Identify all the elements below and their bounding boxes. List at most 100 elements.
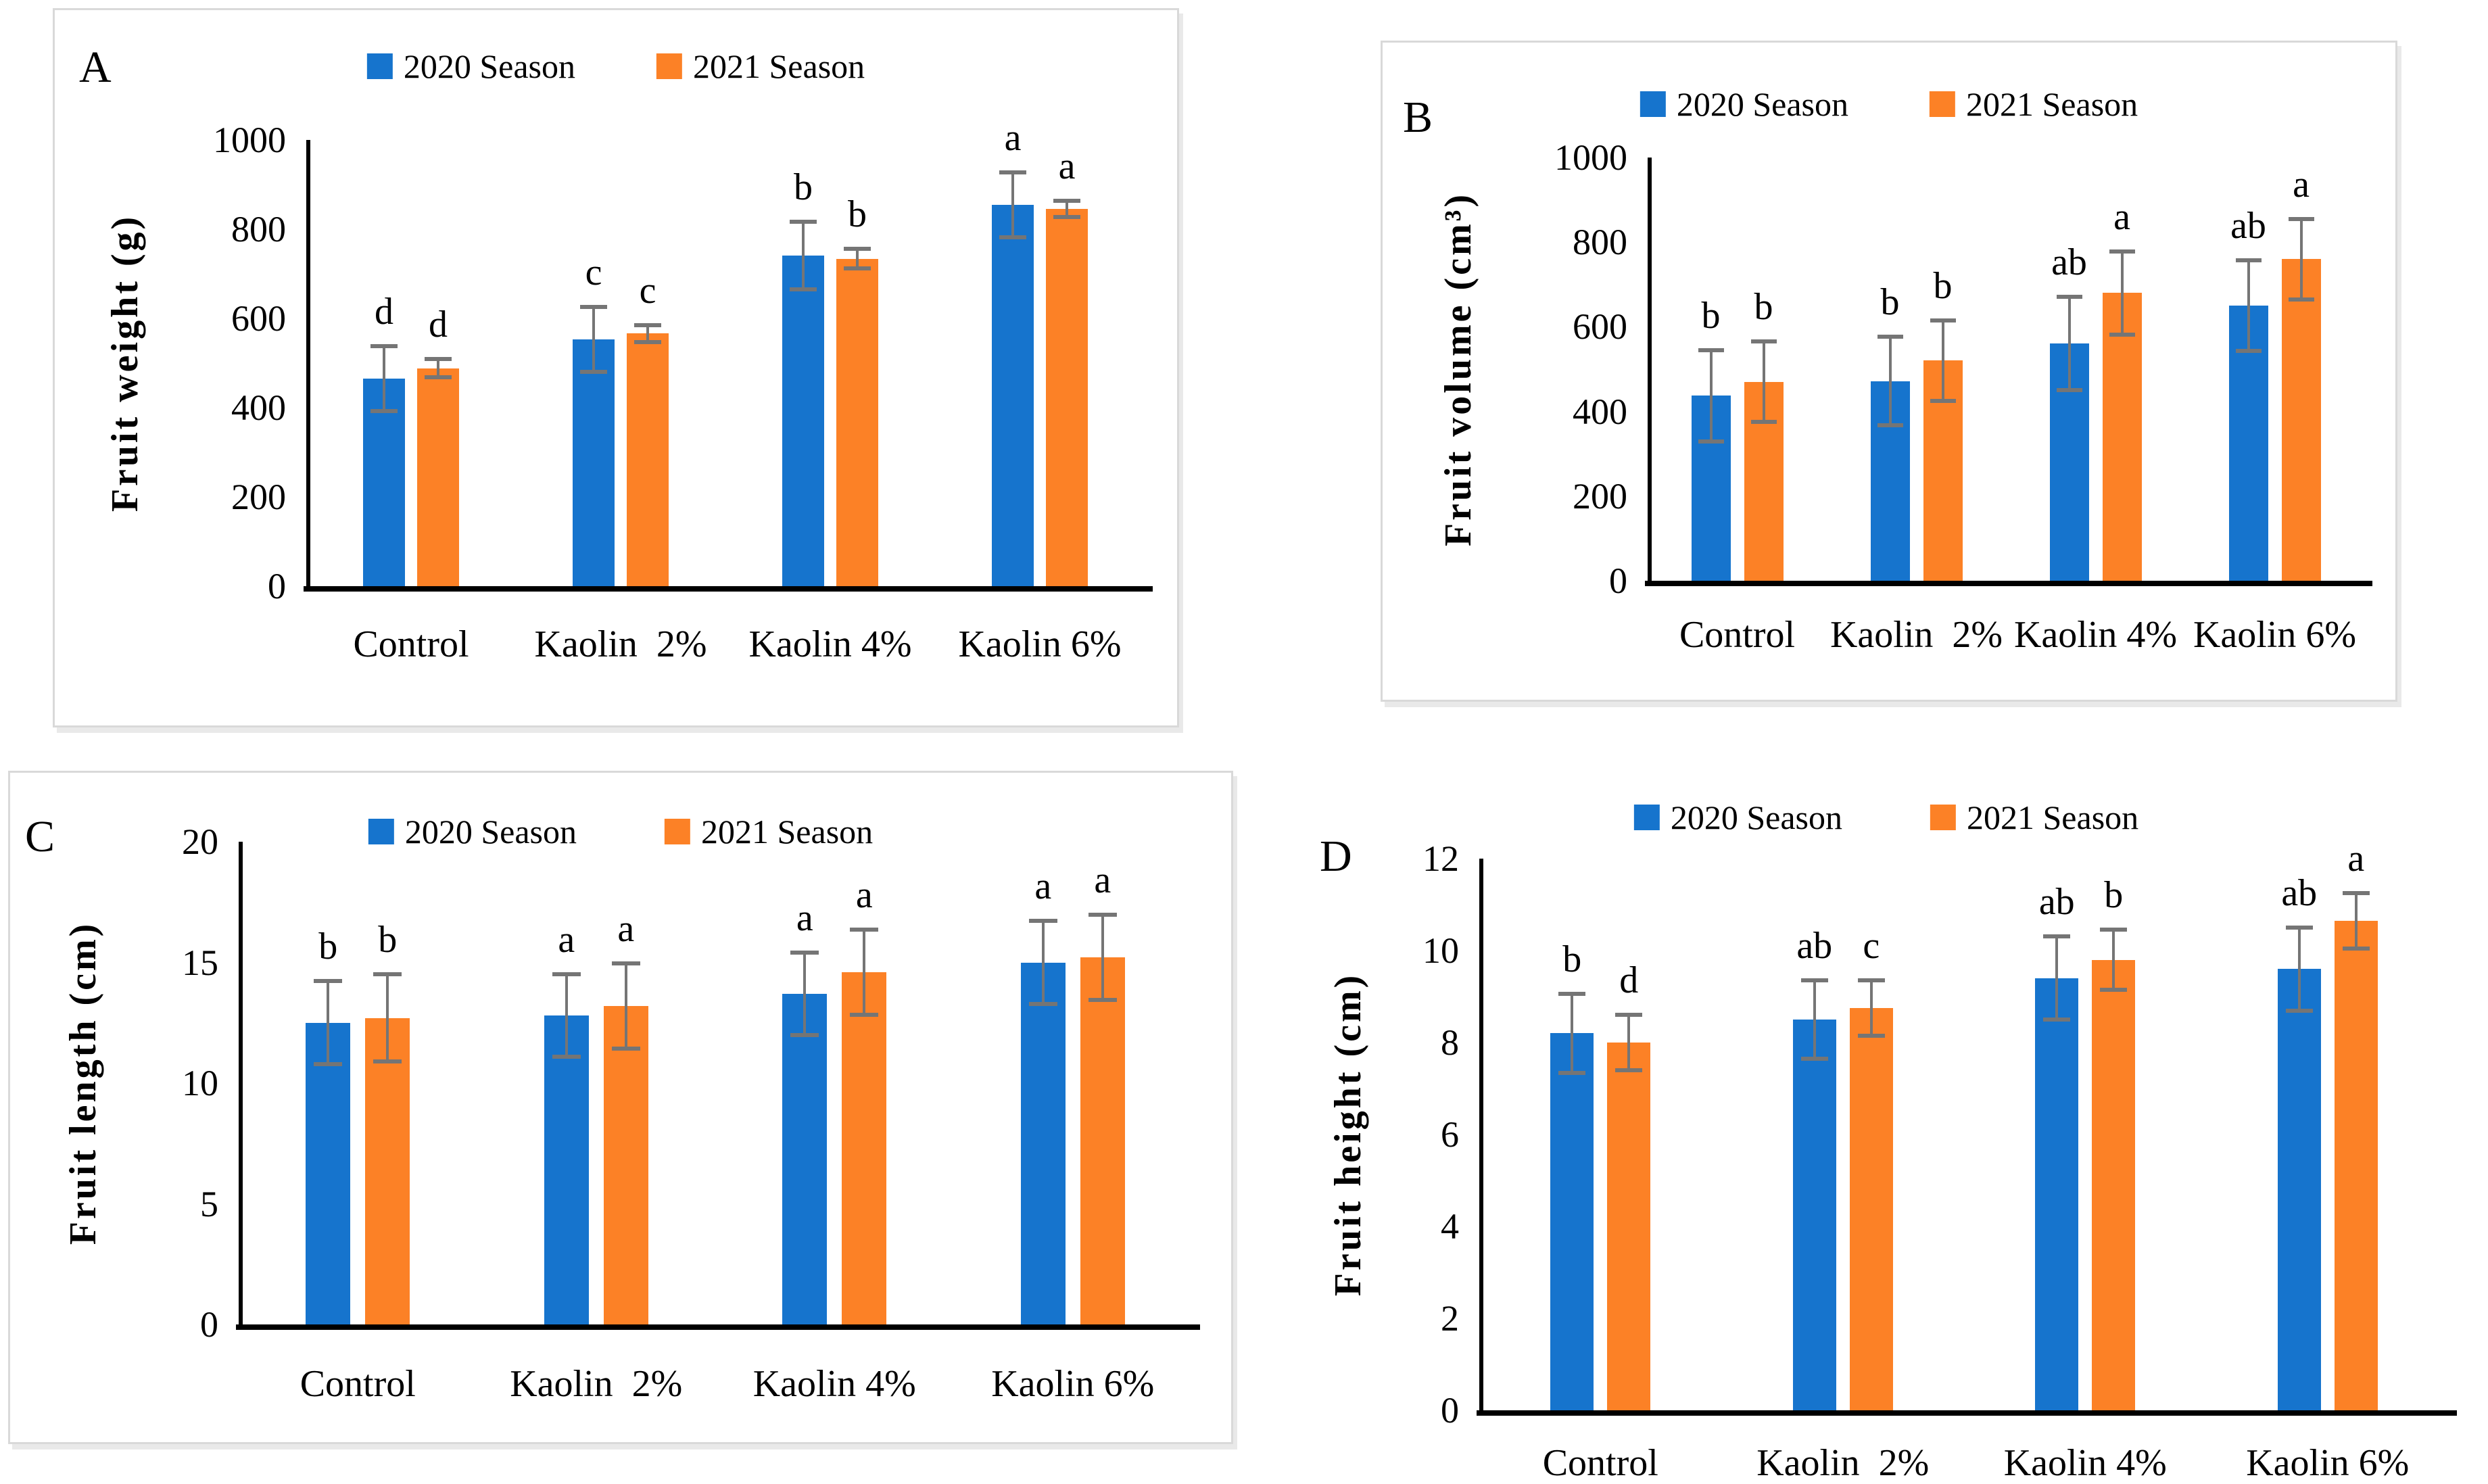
- y-axis-tick-label: 200: [231, 477, 286, 517]
- error-bar-stem: [1041, 919, 1045, 1006]
- y-axis-tick-label: 400: [231, 387, 286, 428]
- y-axis-tick-label: 200: [1573, 475, 1627, 517]
- error-bar-cap-top: [1028, 919, 1057, 924]
- y-axis-tick-label: 600: [1573, 306, 1627, 348]
- error-bar-stem: [2055, 934, 2059, 1022]
- significance-letter: ab: [2038, 881, 2075, 924]
- significance-letter: c: [1863, 924, 1880, 967]
- significance-letter: b: [848, 193, 867, 236]
- legend: 2020 Season 2021 Season: [368, 815, 873, 848]
- error-bar-cap-top: [1053, 199, 1080, 204]
- error-bar: [2342, 890, 2370, 951]
- error-bar-cap-top: [1088, 913, 1117, 917]
- error-bar: [1028, 919, 1057, 1006]
- y-axis-tick-label: 0: [1609, 560, 1627, 601]
- significance-letter: b: [1933, 264, 1953, 307]
- error-bar-cap-bottom: [1615, 1068, 1643, 1073]
- error-bar-cap-top: [2056, 295, 2082, 300]
- panel-letter-label: B: [1403, 93, 1433, 142]
- error-bar-stem: [386, 972, 389, 1064]
- y-axis-tick-label: 1000: [1554, 137, 1627, 178]
- error-bar: [2109, 249, 2135, 337]
- error-bar: [314, 979, 343, 1066]
- significance-letter: b: [1562, 938, 1582, 981]
- error-bar: [1088, 913, 1117, 1003]
- error-bar-stem: [1011, 170, 1014, 239]
- x-category-label: Kaolin 4%: [2003, 1442, 2167, 1484]
- bar-2021: [842, 972, 887, 1324]
- bar-2020: [1020, 962, 1066, 1324]
- error-bar: [2288, 216, 2314, 302]
- error-bar-cap-top: [1558, 992, 1586, 997]
- panel-fruit-volume: B 2020 Season 2021 Season Fruit volume (cm³…: [1381, 41, 2397, 702]
- x-category-label: Kaolin 4%: [2013, 614, 2178, 656]
- x-category-label: Control: [1679, 614, 1796, 656]
- y-axis-tick-label: 4: [1441, 1206, 1459, 1247]
- x-category-label: Kaolin 4%: [748, 623, 912, 665]
- error-bar-cap-bottom: [999, 235, 1026, 239]
- error-bar: [1615, 1012, 1643, 1073]
- error-bar-stem: [802, 220, 805, 291]
- error-bar-cap-bottom: [850, 1012, 879, 1017]
- bar-2020: [573, 339, 615, 586]
- error-bar: [1053, 199, 1080, 220]
- significance-letter: a: [1034, 865, 1052, 908]
- y-axis-tick-label: 1000: [213, 120, 286, 160]
- legend-swatch-icon: [368, 819, 394, 844]
- error-bar: [1877, 334, 1903, 428]
- error-bar-stem: [856, 247, 859, 270]
- bar-2021: [1080, 957, 1125, 1324]
- significance-letter: a: [1058, 145, 1076, 188]
- bar-2020: [363, 379, 405, 586]
- y-axis-tick-label: 5: [200, 1183, 218, 1224]
- bar-2020: [2035, 978, 2079, 1410]
- error-bar-stem: [1627, 1012, 1631, 1073]
- y-axis-tick-label: 20: [182, 821, 218, 862]
- significance-letter: ab: [2281, 871, 2318, 914]
- panel-fruit-length: C 2020 Season 2021 Season Fruit length (cm)…: [8, 771, 1233, 1444]
- legend-series-label: 2020 Season: [1670, 798, 1842, 836]
- legend: 2020 Season 2021 Season: [1633, 798, 2138, 836]
- error-bar-cap-bottom: [1930, 399, 1956, 404]
- significance-letter: a: [617, 907, 635, 950]
- error-bar: [373, 972, 402, 1064]
- error-bar-cap-bottom: [634, 340, 661, 345]
- legend-item: 2021 Season: [656, 49, 865, 83]
- error-bar-stem: [1762, 339, 1765, 425]
- bar-2021: [1607, 1043, 1651, 1410]
- significance-letter: d: [375, 291, 393, 333]
- legend-swatch-icon: [665, 819, 690, 844]
- significance-letter: b: [318, 926, 338, 968]
- significance-letter: a: [1094, 859, 1111, 902]
- x-category-label: Kaolin 6%: [2193, 614, 2357, 656]
- legend-item: 2020 Season: [366, 49, 575, 83]
- error-bar-cap-bottom: [790, 287, 817, 291]
- legend-swatch-icon: [656, 53, 682, 79]
- panel-fruit-height: D 2020 Season 2021 Season Fruit height (cm)…: [1285, 777, 2488, 1482]
- y-axis-tick-label: 600: [231, 298, 286, 339]
- error-bar-cap-top: [2288, 216, 2314, 221]
- y-axis-tick-label: 2: [1441, 1298, 1459, 1339]
- error-bar-cap-bottom: [314, 1062, 343, 1066]
- error-bar: [370, 344, 398, 413]
- x-category-label: Control: [300, 1363, 416, 1405]
- error-bar-cap-top: [2285, 925, 2313, 930]
- significance-letter: a: [796, 896, 813, 939]
- significance-letter: a: [2293, 163, 2310, 206]
- legend-item: 2021 Season: [1930, 87, 2138, 121]
- error-bar-stem: [1888, 334, 1892, 428]
- x-category-label: Kaolin 4%: [752, 1363, 916, 1405]
- legend-swatch-icon: [1640, 91, 1666, 117]
- error-bar: [552, 972, 581, 1059]
- error-bar-stem: [1066, 199, 1068, 220]
- significance-letter: ab: [1796, 924, 1833, 967]
- x-category-label: Kaolin 2%: [1756, 1442, 1930, 1484]
- error-bar-cap-top: [999, 170, 1026, 174]
- error-bar-cap-bottom: [1558, 1070, 1586, 1075]
- significance-letter: a: [558, 918, 575, 961]
- error-bar-cap-bottom: [790, 1033, 819, 1038]
- error-bar-cap-top: [1698, 348, 1724, 353]
- error-bar-cap-top: [314, 979, 343, 984]
- error-bar-cap-bottom: [1053, 215, 1080, 220]
- error-bar: [634, 322, 661, 345]
